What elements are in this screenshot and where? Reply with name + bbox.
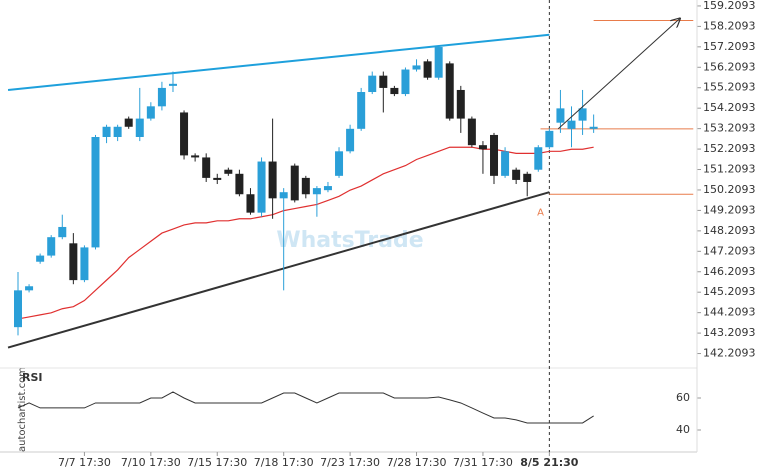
candle-body <box>401 69 410 95</box>
candle-body <box>578 108 587 121</box>
candle-body <box>501 151 510 176</box>
x-tick-label: 7/31 17:30 <box>453 456 513 469</box>
rsi-tick-label: 40 <box>676 423 690 436</box>
candle-body <box>268 161 277 199</box>
candle-body <box>180 112 189 156</box>
plot-bg <box>0 0 697 452</box>
candle-body <box>25 286 34 291</box>
candle-body <box>357 92 366 129</box>
candle-body <box>113 126 122 137</box>
y-tick-label: 156.2093 <box>703 60 756 73</box>
x-tick-label: 7/15 17:30 <box>187 456 247 469</box>
candle-body <box>390 87 399 95</box>
candle-body <box>534 147 543 170</box>
candle-body <box>157 87 166 107</box>
candle-body <box>191 155 200 158</box>
candle-body <box>412 65 421 70</box>
candle-body <box>335 151 344 176</box>
candle-body <box>490 134 499 176</box>
y-tick-label: 150.2093 <box>703 183 756 196</box>
candle-body <box>235 173 244 195</box>
y-tick-label: 146.2093 <box>703 265 756 278</box>
candle-body <box>47 237 56 256</box>
y-tick-label: 149.2093 <box>703 203 756 216</box>
candle-body <box>523 173 532 182</box>
y-tick-label: 157.2093 <box>703 40 756 53</box>
candle-body <box>589 126 598 129</box>
x-tick-label: 7/18 17:30 <box>254 456 314 469</box>
y-tick-label: 147.2093 <box>703 244 756 257</box>
y-tick-label: 148.2093 <box>703 224 756 237</box>
candle-body <box>69 243 78 281</box>
candle-body <box>456 89 465 119</box>
rsi-label: RSI <box>22 371 43 384</box>
y-tick-label: 143.2093 <box>703 326 756 339</box>
candle-body <box>246 194 255 213</box>
candle-body <box>567 120 576 129</box>
candle-body <box>368 75 377 93</box>
candle-body <box>423 61 432 78</box>
candle-body <box>14 290 22 328</box>
candle-body <box>301 177 310 195</box>
y-tick-label: 142.2093 <box>703 347 756 360</box>
candle-body <box>445 63 454 119</box>
candle-body <box>168 83 177 86</box>
y-tick-label: 153.2093 <box>703 122 756 135</box>
trendline <box>7 191 550 349</box>
y-tick-label: 155.2093 <box>703 81 756 94</box>
candle-body <box>102 126 111 137</box>
y-tick-label: 159.2093 <box>703 0 756 12</box>
candle-body <box>434 47 443 78</box>
candle-body <box>279 192 288 199</box>
y-tick-label: 151.2093 <box>703 163 756 176</box>
y-tick-label: 145.2093 <box>703 285 756 298</box>
candle-body <box>224 169 233 174</box>
source: autochartist.com <box>17 367 28 452</box>
trendline <box>7 33 550 91</box>
y-tick-label: 152.2093 <box>703 142 756 155</box>
candle-body <box>478 145 487 150</box>
candle-body <box>80 247 89 281</box>
candle-body <box>36 255 45 262</box>
candle-body <box>312 188 321 195</box>
candle-body <box>135 118 144 137</box>
x-tick-label: 7/23 17:30 <box>320 456 380 469</box>
projection-arrow <box>557 18 680 130</box>
x-tick-label: 7/10 17:30 <box>121 456 181 469</box>
candle-body <box>556 108 565 123</box>
candle-body <box>146 106 155 119</box>
x-tick-label: 7/28 17:30 <box>387 456 447 469</box>
candle-body <box>213 177 222 180</box>
y-tick-label: 154.2093 <box>703 101 756 114</box>
y-tick-label: 158.2093 <box>703 19 756 32</box>
candle-body <box>346 128 355 152</box>
x-tick-label: 8/5 21:30 <box>520 456 579 469</box>
x-tick-label: 7/7 17:30 <box>58 456 111 469</box>
candle-body <box>290 165 299 201</box>
candle-body <box>545 130 554 148</box>
candle-body <box>257 161 266 213</box>
pattern-point-label: A <box>537 207 544 218</box>
candle-body <box>91 136 100 248</box>
rsi-tick-label: 60 <box>676 391 690 404</box>
candle-body <box>58 226 67 238</box>
candle-body <box>467 118 476 146</box>
candle-body <box>323 186 332 191</box>
rsi-line <box>17 391 594 424</box>
candle-body <box>512 169 521 180</box>
candle-body <box>124 118 133 127</box>
y-tick-label: 144.2093 <box>703 306 756 319</box>
candle-body <box>379 75 388 88</box>
candle-body <box>202 157 211 178</box>
